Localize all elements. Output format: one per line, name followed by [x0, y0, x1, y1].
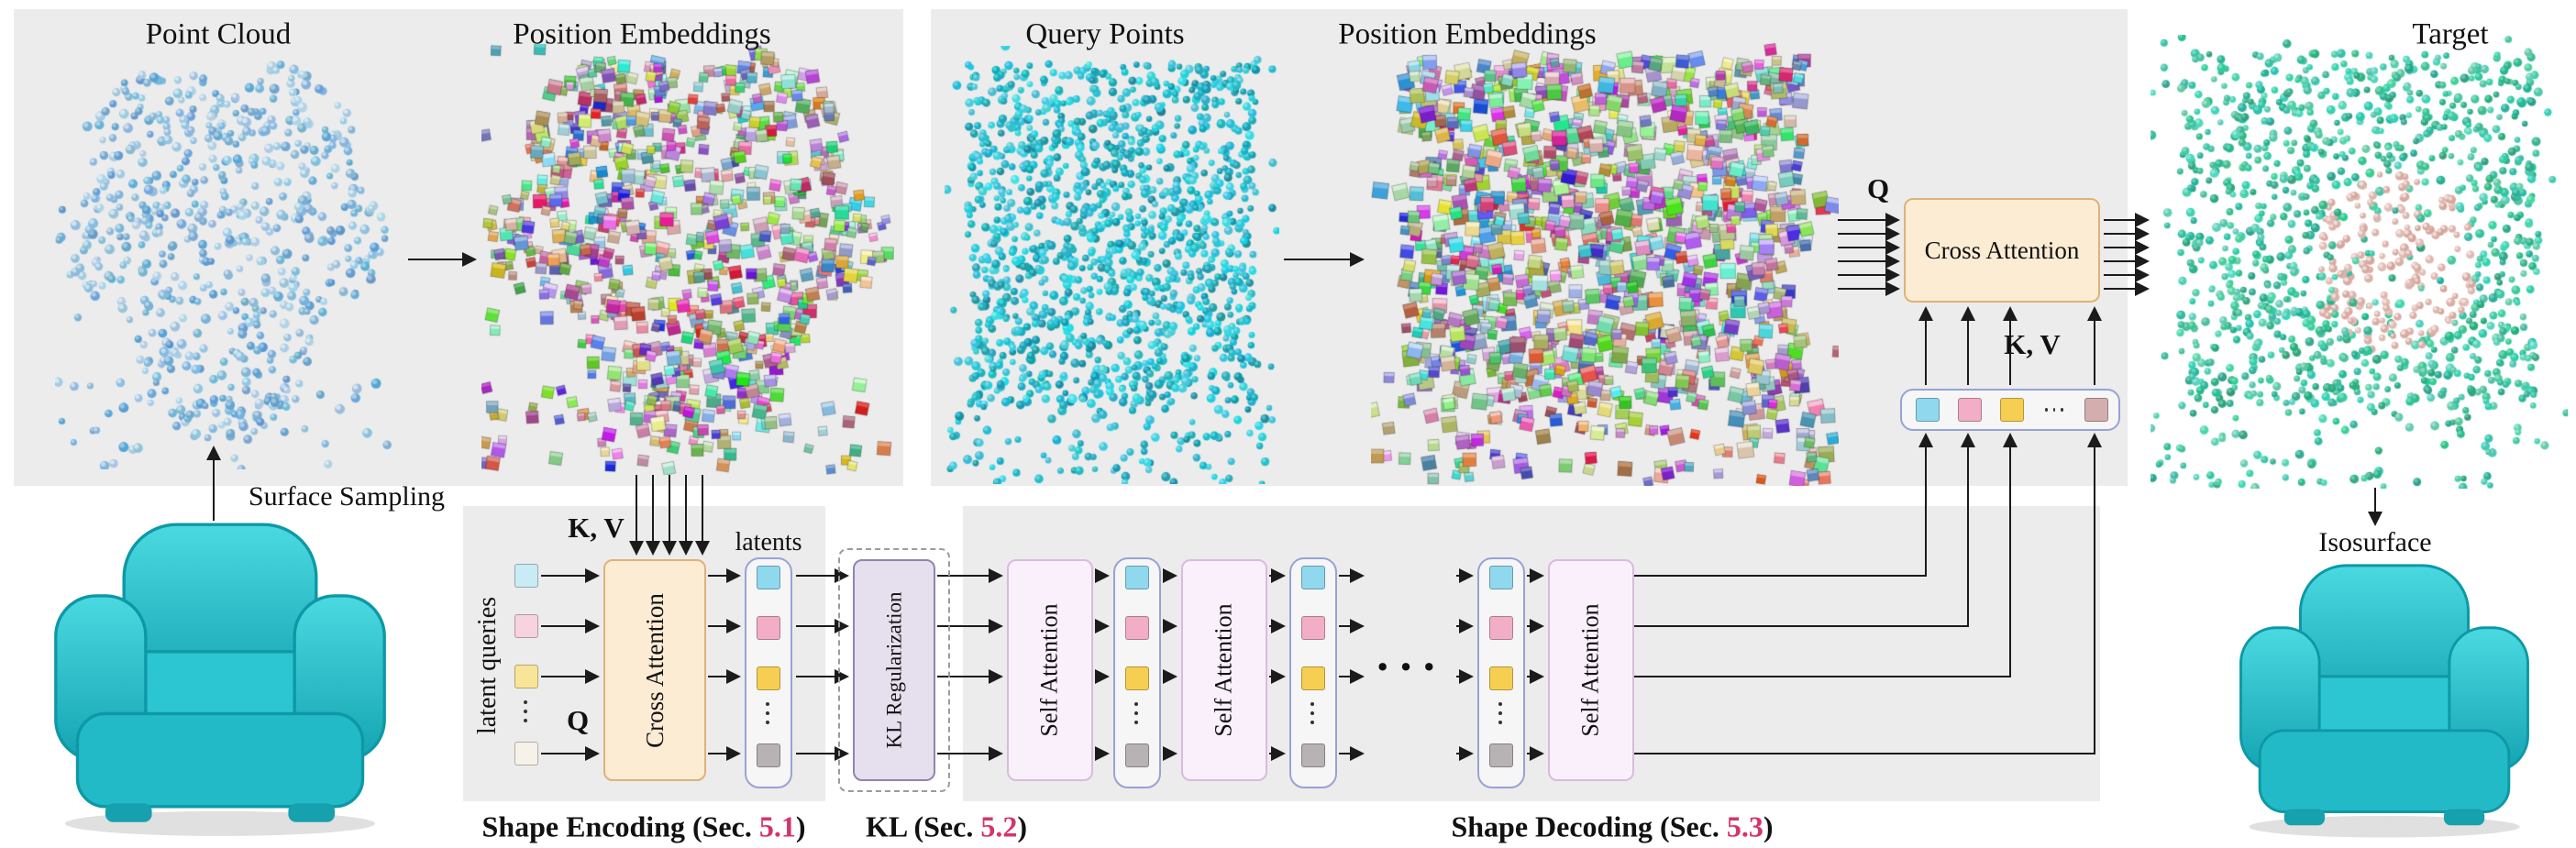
self-attention-block-2: Self Attention — [1181, 559, 1267, 781]
latent-ellipsis — [2042, 396, 2066, 424]
caption-shape-encoding: Shape Encoding (Sec. 5.1) — [482, 810, 806, 844]
kl-dashed-outline — [838, 548, 950, 792]
latent-ellipsis — [512, 698, 539, 725]
latent-square — [2000, 398, 2024, 422]
latents-column — [745, 557, 792, 788]
self-attention-1-label: Self Attention — [1036, 603, 1064, 737]
latent-queries-label: latent queries — [473, 596, 502, 735]
self-attention-2-label: Self Attention — [1211, 603, 1238, 737]
decoder-ellipsis: ··· — [1374, 641, 1445, 694]
cross-attention-encoder-block: Cross Attention — [603, 559, 706, 781]
decoder-latent-column-2 — [1289, 557, 1337, 788]
title-position-embeddings-dec: Position Embeddings — [1338, 17, 1597, 51]
kv-decoder-label: K, V — [2004, 328, 2061, 360]
decoder-latent-column-1 — [1113, 557, 1161, 788]
caption-shape-decoding: Shape Decoding (Sec. 5.3) — [1451, 810, 1773, 844]
self-attention-3-label: Self Attention — [1577, 603, 1605, 737]
latent-square — [1489, 616, 1513, 640]
title-target: Target — [2412, 17, 2489, 51]
cross-attention-encoder-label: Cross Attention — [640, 592, 669, 748]
caption-decoding-number: 5.3 — [1726, 809, 1763, 843]
position-embeddings-decoder-canvas — [1371, 41, 1839, 486]
latent-square — [757, 566, 780, 589]
title-query-points: Query Points — [1025, 17, 1185, 51]
latent-ellipsis — [1122, 699, 1150, 727]
latent-square — [514, 742, 538, 765]
caption-encoding-prefix: Shape Encoding (Sec. — [481, 809, 759, 843]
latent-square — [2084, 398, 2108, 422]
kl-regularization-block: KL Regularization — [853, 559, 935, 781]
q-decoder-label: Q — [1866, 172, 1890, 204]
latents-label: latents — [735, 528, 802, 556]
caption-kl-prefix: KL (Sec. — [866, 809, 981, 843]
output-chair-render — [2239, 564, 2529, 838]
kv-latent-row — [1900, 389, 2120, 431]
latent-square — [757, 666, 780, 690]
latent-square — [1125, 743, 1149, 767]
kv-encoder-label: K, V — [568, 512, 625, 544]
caption-kl: KL (Sec. 5.2) — [866, 810, 1027, 844]
latent-square — [1301, 566, 1325, 589]
input-chair-render — [54, 523, 386, 836]
latent-square — [757, 616, 780, 640]
latent-square — [1125, 566, 1149, 589]
latent-square — [1489, 666, 1513, 690]
caption-encoding-number: 5.1 — [758, 809, 796, 843]
surface-sampling-label: Surface Sampling — [248, 481, 446, 512]
latent-square — [1916, 398, 1940, 422]
query-points-canvas — [945, 46, 1279, 484]
latent-square — [1489, 743, 1513, 767]
isosurface-label: Isosurface — [2318, 527, 2432, 557]
latent-square — [757, 743, 780, 767]
point-cloud-canvas — [55, 57, 394, 469]
caption-encoding-suffix: ) — [795, 809, 806, 843]
latent-ellipsis — [1487, 699, 1514, 727]
cross-attention-decoder-label: Cross Attention — [1924, 236, 2080, 264]
latent-square — [1489, 566, 1513, 589]
q-encoder-label: Q — [566, 704, 590, 736]
decoder-latent-column-3 — [1477, 557, 1525, 788]
latent-square — [1301, 616, 1325, 640]
target-canvas — [2150, 35, 2568, 489]
latent-square — [514, 564, 538, 588]
caption-kl-number: 5.2 — [980, 809, 1018, 843]
self-attention-block-1: Self Attention — [1007, 559, 1093, 781]
caption-decoding-suffix: ) — [1763, 809, 1774, 843]
title-point-cloud: Point Cloud — [145, 17, 292, 51]
caption-decoding-prefix: Shape Decoding (Sec. — [1451, 809, 1727, 843]
latent-square — [514, 665, 538, 688]
latent-square — [1301, 743, 1325, 767]
latent-square — [514, 614, 538, 638]
cross-attention-decoder-block: Cross Attention — [1904, 198, 2100, 303]
kl-regularization-label: KL Regularization — [882, 591, 906, 749]
latent-ellipsis — [1299, 699, 1326, 727]
latent-queries-column — [504, 557, 552, 788]
latent-ellipsis — [754, 699, 781, 727]
self-attention-block-3: Self Attention — [1548, 559, 1634, 781]
position-embeddings-encoder-canvas — [481, 44, 894, 475]
caption-kl-suffix: ) — [1017, 809, 1027, 843]
latent-square — [1958, 398, 1982, 422]
latent-square — [1125, 616, 1149, 640]
latent-square — [1125, 666, 1149, 690]
latent-square — [1301, 666, 1325, 690]
title-position-embeddings-enc: Position Embeddings — [513, 17, 771, 51]
